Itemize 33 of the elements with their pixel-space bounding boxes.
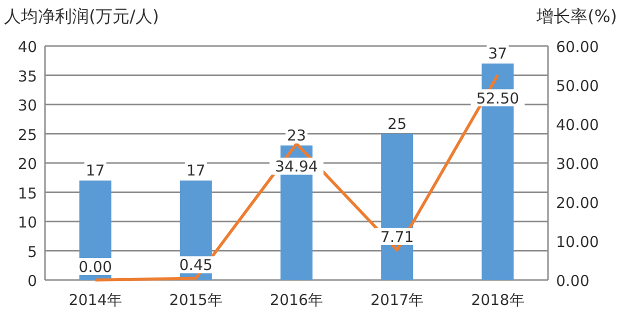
x-tick-label: 2018年 xyxy=(471,291,524,309)
data-label: 0.00 xyxy=(78,258,112,276)
x-tick-label: 2015年 xyxy=(169,291,222,309)
y-tick-label: 35 xyxy=(18,67,37,86)
data-label: 23 xyxy=(286,126,306,144)
y-tick-label: 20 xyxy=(18,155,37,173)
x-tick-label: 2016年 xyxy=(270,291,324,309)
data-label: 34.94 xyxy=(275,158,318,176)
y2-tick-label: 60.00 xyxy=(556,38,599,56)
y2-tick-label: 50.00 xyxy=(556,77,599,95)
y2-axis-title: 增长率(%) xyxy=(536,7,617,27)
x-tick-label: 2014年 xyxy=(68,291,122,309)
y2-tick-label: 40.00 xyxy=(556,116,599,134)
y2-tick-label: 30.00 xyxy=(556,155,599,173)
data-label: 17 xyxy=(186,162,206,180)
y-tick-label: 25 xyxy=(18,126,37,144)
y-tick-label: 15 xyxy=(18,184,37,202)
x-tick-label: 2017年 xyxy=(370,291,424,309)
y-tick-label: 5 xyxy=(27,242,37,261)
y-axis-title: 人均净利润(万元/人) xyxy=(4,7,159,27)
y2-tick-label: 20.00 xyxy=(556,194,599,212)
y-tick-label: 40 xyxy=(18,38,37,56)
data-label: 7.71 xyxy=(380,228,414,246)
y-tick-label: 0 xyxy=(27,272,37,290)
data-label: 0.45 xyxy=(179,256,213,274)
data-label: 17 xyxy=(86,162,105,180)
y-tick-label: 10 xyxy=(18,214,37,232)
data-label: 52.50 xyxy=(476,89,520,108)
y-tick-label: 30 xyxy=(18,96,37,114)
data-label: 37 xyxy=(488,44,508,63)
data-label: 25 xyxy=(388,114,407,133)
y2-tick-label: 0.00 xyxy=(556,272,590,290)
y2-tick-label: 10.00 xyxy=(556,233,599,251)
